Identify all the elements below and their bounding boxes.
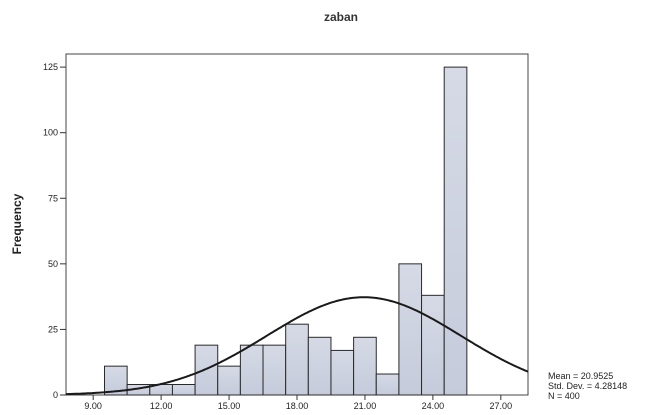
x-tick-label-0: 9.00: [84, 401, 102, 411]
y-tick-label-5: 125: [43, 62, 58, 72]
histogram-bar-9: [307, 336, 332, 396]
x-tick-label-5: 24.00: [422, 401, 445, 411]
y-axis-label: Frequency: [10, 193, 24, 254]
histogram-bar-11: [353, 336, 377, 396]
histogram-bar-0: [104, 365, 128, 396]
x-axis: 9.00 12.00 15.00 18.00 21.00 24.00 27.00: [84, 395, 512, 411]
histogram-bar-12: [375, 373, 400, 396]
histogram-bar-15: [443, 66, 468, 396]
histogram-bar-14: [421, 294, 445, 396]
x-tick-label-6: 27.00: [490, 401, 513, 411]
y-axis: 0 25 50 75 100 125: [43, 62, 66, 400]
chart-title: zaban: [324, 10, 358, 24]
stats-mean: Mean = 20.9525: [548, 371, 613, 381]
histogram-bar-4: [194, 344, 219, 396]
y-tick-label-0: 0: [53, 390, 58, 400]
stats-box: Mean = 20.9525 Std. Dev. = 4.28148 N = 4…: [548, 371, 627, 401]
bars-layer: [104, 66, 468, 396]
y-tick-label-1: 25: [48, 324, 58, 334]
x-tick-label-1: 12.00: [150, 401, 173, 411]
x-tick-label-2: 15.00: [218, 401, 241, 411]
histogram-bar-5: [217, 365, 241, 396]
histogram-bar-10: [330, 349, 355, 396]
y-tick-label-3: 75: [48, 193, 58, 203]
y-tick-label-2: 50: [48, 259, 58, 269]
histogram-bar-3: [171, 384, 196, 396]
histogram-bar-6: [239, 344, 264, 396]
histogram-bar-8: [285, 323, 309, 396]
histogram-bar-7: [262, 344, 287, 396]
stats-std-dev: Std. Dev. = 4.28148: [548, 381, 627, 391]
normal-curve: [66, 296, 529, 396]
histogram-bar-13: [398, 263, 423, 396]
x-tick-label-3: 18.00: [286, 401, 309, 411]
stats-n: N = 400: [548, 391, 580, 401]
x-tick-label-4: 21.00: [354, 401, 377, 411]
y-tick-label-4: 100: [43, 128, 58, 138]
